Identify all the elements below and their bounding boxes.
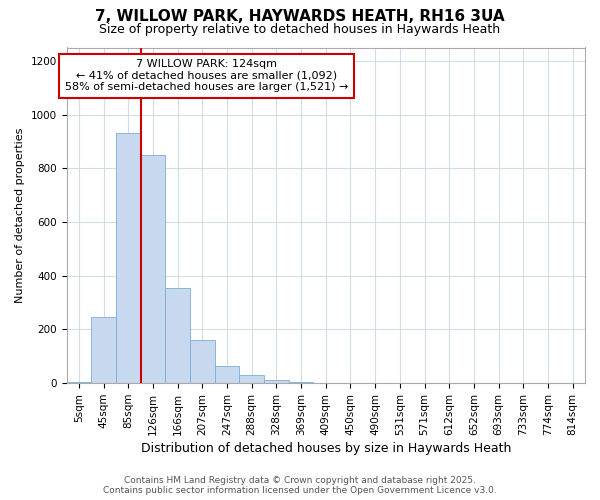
Bar (215, 366, 239, 383)
Bar (264, 380, 289, 383)
Y-axis label: Number of detached properties: Number of detached properties (15, 128, 25, 303)
Text: 7, WILLOW PARK, HAYWARDS HEATH, RH16 3UA: 7, WILLOW PARK, HAYWARDS HEATH, RH16 3UA (95, 9, 505, 24)
Bar (140, 156, 165, 383)
X-axis label: Distribution of detached houses by size in Haywards Heath: Distribution of detached houses by size … (140, 442, 511, 455)
Bar (116, 134, 140, 383)
Bar (165, 288, 190, 383)
Bar (67, 382, 91, 383)
Bar (239, 375, 264, 383)
Bar (190, 340, 215, 383)
Text: Size of property relative to detached houses in Haywards Heath: Size of property relative to detached ho… (100, 22, 500, 36)
Bar (289, 382, 313, 383)
Text: Contains HM Land Registry data © Crown copyright and database right 2025.
Contai: Contains HM Land Registry data © Crown c… (103, 476, 497, 495)
Bar (91, 316, 116, 383)
Text: 7 WILLOW PARK: 124sqm
← 41% of detached houses are smaller (1,092)
58% of semi-d: 7 WILLOW PARK: 124sqm ← 41% of detached … (65, 59, 348, 92)
